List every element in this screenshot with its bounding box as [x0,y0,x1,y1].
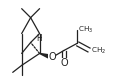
Text: CH$_2$: CH$_2$ [91,45,106,56]
Text: H: H [36,34,41,43]
Polygon shape [39,53,52,59]
Text: CH$_3$: CH$_3$ [78,24,93,35]
Text: O: O [60,58,67,68]
Text: O: O [48,52,55,62]
